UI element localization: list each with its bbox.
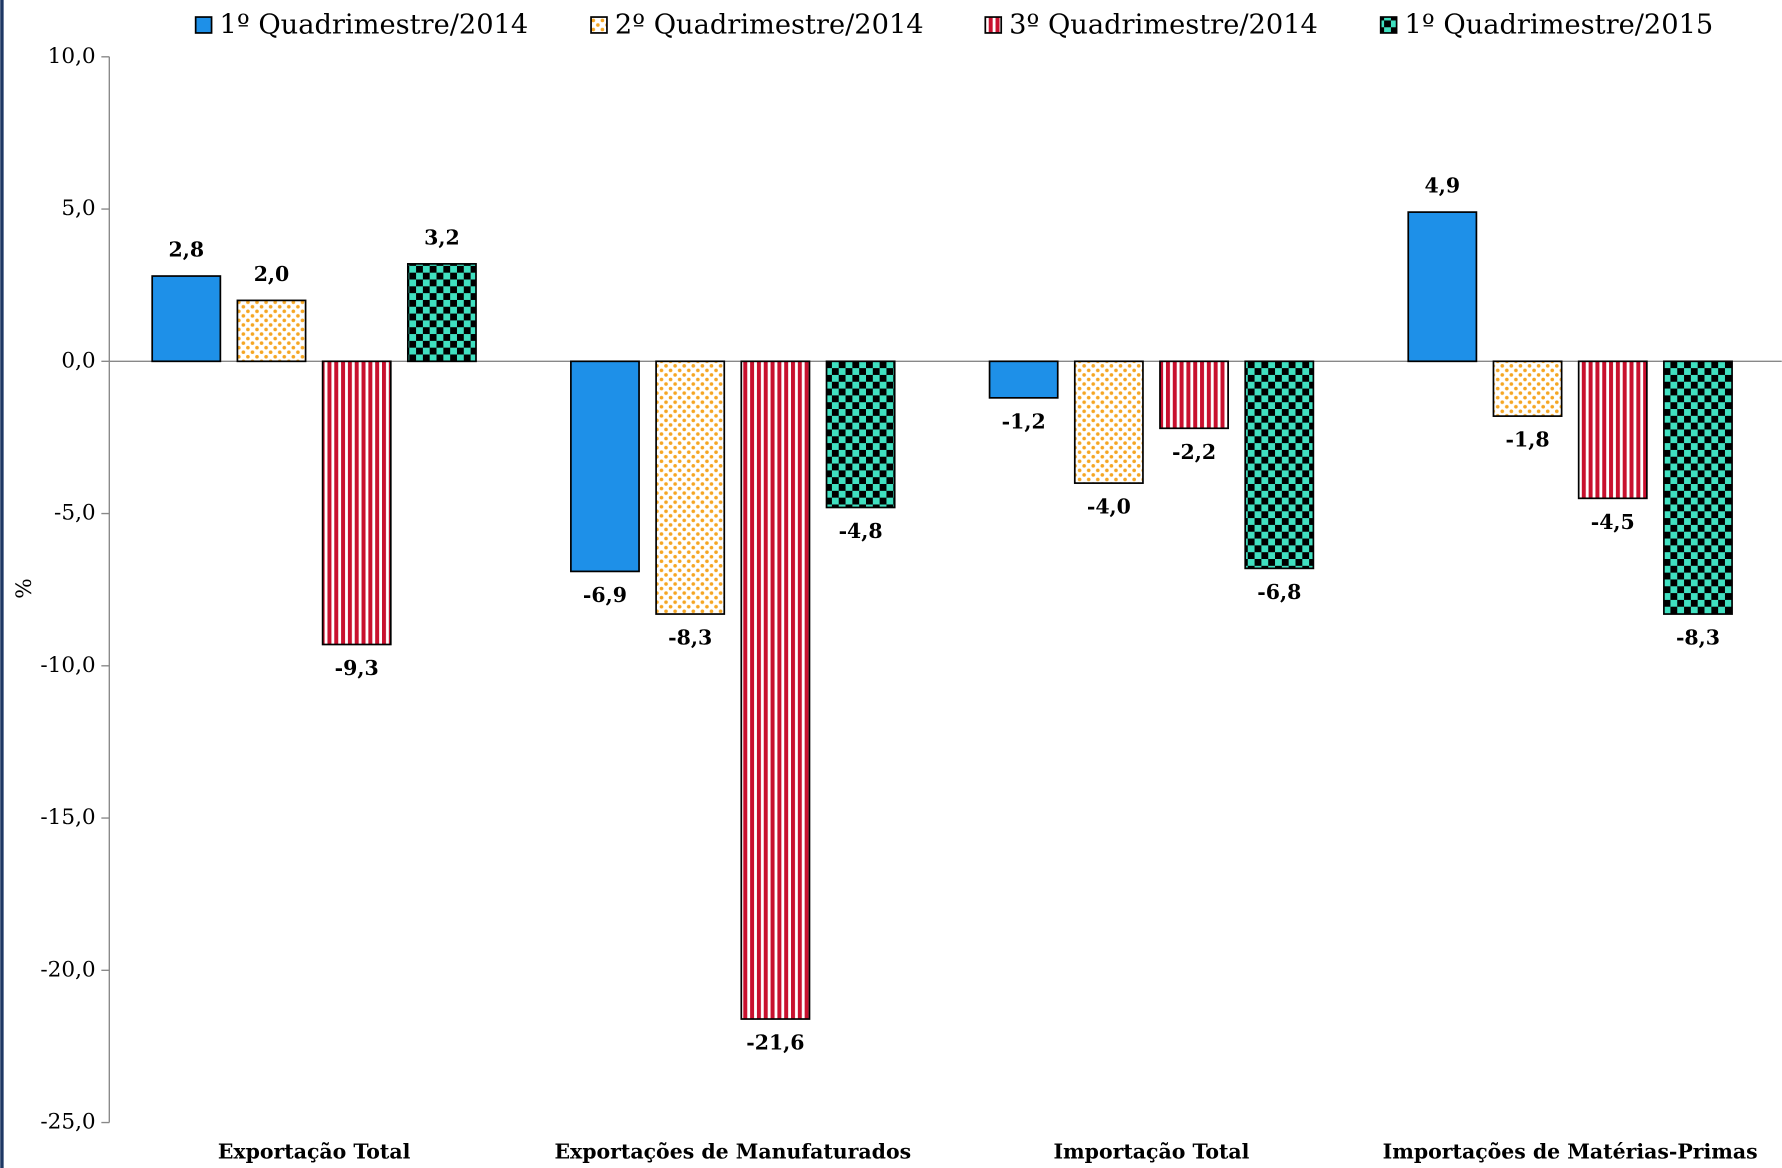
bar [1492, 360, 1563, 417]
bar [1663, 360, 1733, 615]
value-label: -9,3 [335, 656, 379, 680]
x-tick-label: Exportações de Manufaturados [554, 1140, 911, 1164]
value-label: -4,8 [839, 519, 883, 543]
bar [570, 360, 640, 573]
x-tick-label: Exportação Total [218, 1140, 411, 1164]
y-tick-label: 0,0 [61, 348, 95, 373]
bar [740, 360, 811, 1020]
value-label: -1,2 [1002, 409, 1046, 433]
y-tick-label: -20,0 [40, 957, 95, 982]
value-label: -8,3 [1676, 626, 1720, 650]
y-tick-label: 5,0 [61, 196, 95, 221]
x-tick-label: Importação Total [1054, 1140, 1250, 1164]
legend-swatch [590, 16, 608, 34]
bar [236, 299, 307, 363]
y-axis-label: % [12, 578, 37, 599]
legend-swatch [1379, 16, 1398, 34]
bar [1244, 360, 1315, 570]
frame-edge [0, 0, 4, 1168]
bar [988, 360, 1059, 399]
y-tick-label: 10,0 [48, 44, 96, 69]
y-tick-label: -10,0 [40, 653, 95, 678]
value-label: -2,2 [1172, 440, 1216, 464]
y-tick-label: -15,0 [40, 805, 95, 830]
value-label: -8,3 [668, 626, 712, 650]
value-label: 2,0 [254, 262, 290, 286]
bar [151, 275, 222, 363]
legend-label: 2º Quadrimestre/2014 [615, 10, 924, 41]
value-label: -1,8 [1506, 428, 1550, 452]
bar [655, 360, 726, 615]
legend-label: 1º Quadrimestre/2014 [220, 10, 529, 41]
bar [1577, 360, 1648, 500]
value-label: -6,8 [1257, 580, 1301, 604]
value-label: 2,8 [168, 238, 204, 262]
value-label: 4,9 [1425, 174, 1461, 198]
legend-label: 1º Quadrimestre/2015 [1405, 10, 1714, 41]
legend-swatch [984, 16, 1003, 34]
value-label: -4,0 [1087, 495, 1131, 519]
legend-swatch [194, 16, 213, 34]
value-label: -21,6 [746, 1031, 804, 1055]
bar [406, 263, 477, 363]
bar [1073, 360, 1144, 484]
x-tick-label: Importações de Matérias-Primas [1383, 1140, 1758, 1164]
value-label: 3,2 [424, 225, 460, 249]
bar [1159, 360, 1230, 430]
y-tick-label: -5,0 [54, 501, 96, 526]
bar [825, 360, 896, 509]
value-label: -6,9 [583, 583, 627, 607]
bar [1407, 211, 1478, 363]
legend-label: 3º Quadrimestre/2014 [1009, 10, 1318, 41]
y-tick-label: -25,0 [40, 1110, 95, 1135]
value-label: -4,5 [1591, 510, 1635, 534]
bar [321, 360, 392, 646]
